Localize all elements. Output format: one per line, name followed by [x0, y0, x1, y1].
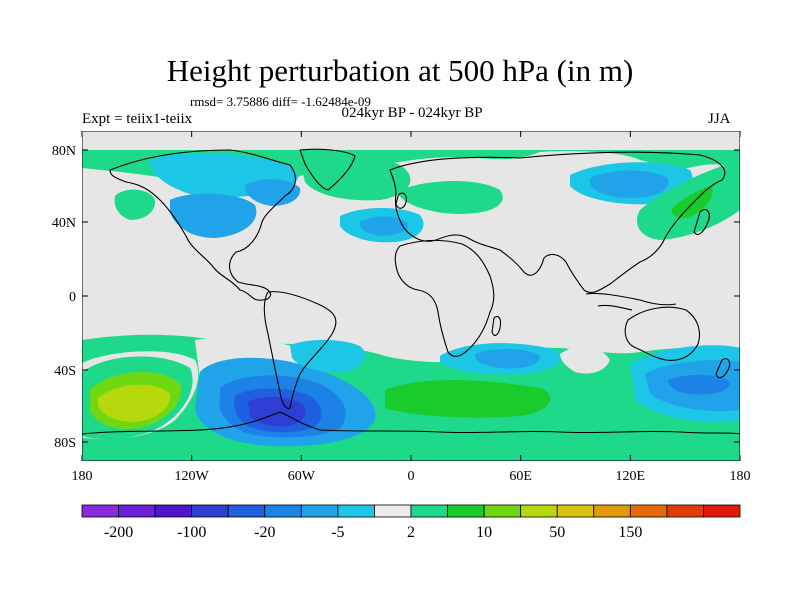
lon-tick-label: 0 [408, 469, 415, 484]
rmsd-diff-stats: rmsd= 3.75886 diff= -1.62484e-09 [190, 94, 371, 109]
contour-south-gap-2 [560, 345, 610, 374]
colorbar [81, 504, 741, 518]
colorbar-label: 10 [476, 524, 492, 541]
colorbar-swatch [447, 504, 485, 518]
colorbar-swatch [118, 504, 156, 518]
contour-na-blue [170, 193, 257, 238]
colorbar-label: 50 [549, 524, 565, 541]
coastlines [82, 148, 740, 435]
contour-atlantic-green [300, 153, 411, 201]
map-panel [82, 131, 740, 461]
colorbar-label: -20 [254, 524, 275, 541]
colorbar-swatch [483, 504, 522, 518]
latitude-axis: 80N 40N 0 40S 80S [52, 144, 740, 451]
colorbar-swatch [191, 504, 229, 518]
coast-madagascar [491, 315, 502, 337]
colorbar-label: 150 [618, 524, 642, 541]
colorbar-swatch [666, 504, 704, 518]
contour-indian-blue [475, 348, 540, 369]
colorbar-swatch [629, 504, 668, 518]
lat-tick-label: 80S [54, 436, 76, 451]
contour-siberia-blue [590, 170, 669, 198]
colorbar-label: -5 [331, 524, 344, 541]
lon-tick-label: 120W [175, 469, 210, 484]
contour-pacific-small-green [114, 189, 156, 220]
colorbar-swatch [374, 504, 412, 518]
contour-aus-south-core [668, 374, 730, 395]
colorbar-swatch [593, 504, 631, 518]
contour-sa-light [290, 339, 366, 373]
lat-tick-label: 40N [52, 216, 76, 231]
coast-australia [624, 306, 701, 361]
contour-south-atlantic-green [385, 380, 551, 418]
period-label: 024kyr BP - 024kyr BP [341, 105, 483, 121]
map-title: Height perturbation at 500 hPa (in m) [166, 53, 634, 88]
coast-japan [693, 209, 710, 235]
colorbar-swatch [337, 504, 375, 518]
coast-south-america [263, 291, 337, 409]
colorbar-swatch [300, 504, 339, 518]
lat-tick-label: 0 [69, 290, 76, 305]
coast-indonesia [585, 292, 677, 311]
colorbar-swatch [264, 504, 302, 518]
coast-uk [395, 192, 407, 209]
colorbar-label: -200 [104, 524, 133, 541]
coast-africa [394, 239, 495, 357]
colorbar-labels: -200 -100 -20 -5 2 10 50 150 [104, 524, 642, 541]
experiment-label: Expt = teiix1-teiix [82, 111, 193, 127]
coast-greenland [299, 148, 356, 191]
contour-eurasia-green [400, 181, 503, 214]
contour-europe-blue [360, 216, 408, 236]
lon-tick-label: 60E [509, 469, 532, 484]
lon-tick-label: 180 [730, 469, 751, 484]
contour-sw-pacific-yellow [98, 384, 171, 422]
colorbar-swatch [154, 504, 193, 518]
lon-tick-label: 120E [616, 469, 646, 484]
season-label: JJA [708, 111, 731, 127]
coast-north-america [109, 149, 296, 301]
colorbar-swatch [227, 504, 266, 518]
colorbar-label: 2 [407, 524, 415, 541]
lat-tick-label: 40S [54, 364, 76, 379]
lon-tick-label: 60W [288, 469, 316, 484]
coast-antarctica [82, 411, 740, 435]
longitude-axis: 180 120W 60W 0 60E 120E 180 [72, 131, 751, 484]
colorbar-swatch [410, 504, 448, 518]
colorbar-swatch [520, 504, 558, 518]
colorbar-label: -100 [177, 524, 206, 541]
colorbar-swatch [81, 504, 119, 518]
coast-new-zealand [715, 358, 731, 379]
lat-tick-label: 80N [52, 144, 76, 159]
anomaly-contours [82, 150, 740, 461]
colorbar-swatch [556, 504, 595, 518]
colorbar-swatch [703, 504, 741, 518]
contour-na-blue-2 [245, 179, 301, 206]
lon-tick-label: 180 [72, 469, 93, 484]
